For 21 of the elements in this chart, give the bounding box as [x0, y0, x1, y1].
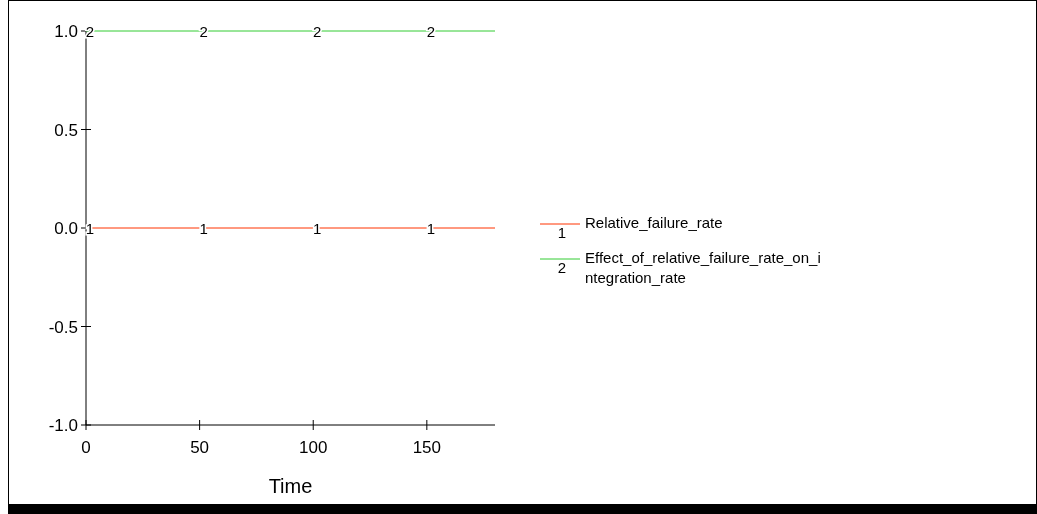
legend-label: Relative_failure_rate [585, 214, 723, 231]
y-tick-label: -1.0 [48, 416, 78, 435]
annotation: 2 [199, 23, 208, 40]
y-tick-label: 0.0 [54, 219, 78, 238]
y-tick-label: -0.5 [48, 317, 78, 337]
legend-label: Effect_of_relative_failure_rate_on_integration_rate [585, 249, 821, 286]
annotation: 1 [85, 220, 95, 237]
x-axis-title: Time [268, 475, 313, 497]
y-tick-label: 0.5 [54, 120, 78, 140]
x-tick-label: 50 [190, 438, 210, 457]
annotation: 1 [199, 220, 208, 237]
x-tick-label: 0 [81, 438, 91, 457]
annotation: 1 [313, 220, 322, 237]
x-tick-label: 100 [299, 438, 328, 457]
text: 1 [557, 224, 567, 241]
x-tick-label: 150 [412, 438, 442, 457]
y-tick-label: 1.0 [54, 22, 78, 41]
annotation: 2 [426, 23, 436, 40]
text: 2 [557, 259, 567, 276]
annotation: 1 [426, 220, 436, 237]
annotation: 2 [313, 23, 322, 40]
